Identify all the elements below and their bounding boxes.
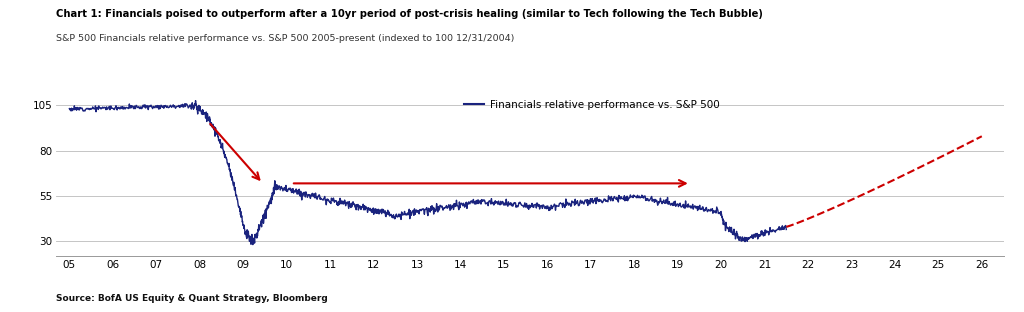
Text: Chart 1: Financials poised to outperform after a 10yr period of post-crisis heal: Chart 1: Financials poised to outperform… [56, 9, 763, 19]
Text: S&P 500 Financials relative performance vs. S&P 500 2005-present (indexed to 100: S&P 500 Financials relative performance … [56, 34, 515, 43]
Text: Source: BofA US Equity & Quant Strategy, Bloomberg: Source: BofA US Equity & Quant Strategy,… [56, 294, 328, 303]
Legend: Financials relative performance vs. S&P 500: Financials relative performance vs. S&P … [460, 96, 724, 114]
